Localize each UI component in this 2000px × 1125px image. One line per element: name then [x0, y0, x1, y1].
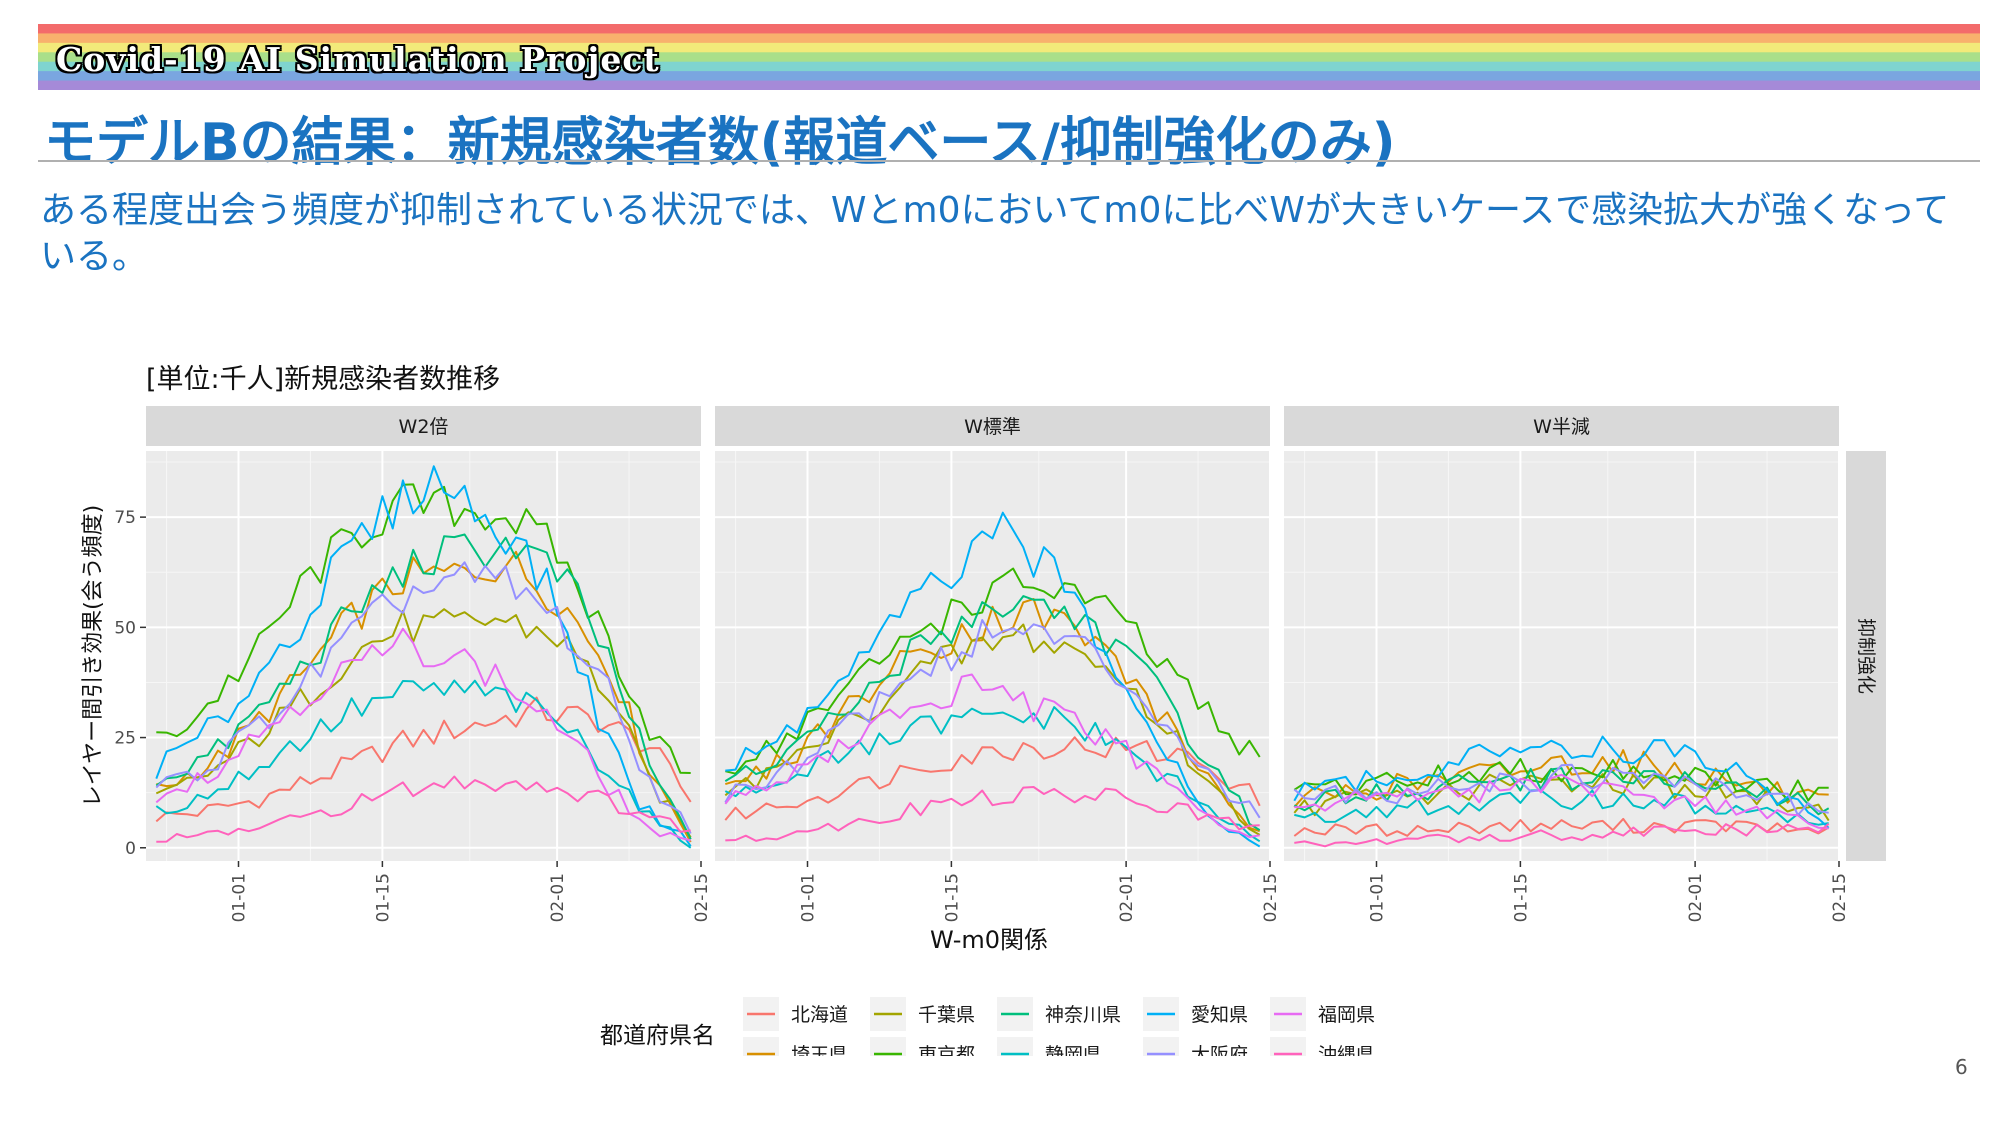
facet-strip-label: W半減	[1533, 416, 1590, 438]
x-tick-label: 01-01	[799, 873, 819, 922]
series-line	[724, 673, 1260, 838]
series-line	[1294, 773, 1829, 830]
x-tick-label: 02-01	[1686, 873, 1706, 922]
x-tick-label: 01-15	[942, 873, 962, 922]
x-tick-label: 02-15	[1261, 873, 1281, 922]
legend-item: 神奈川県	[997, 997, 1121, 1031]
facet-strip-label: W2倍	[399, 416, 449, 438]
series-line	[1293, 757, 1829, 802]
series-line	[724, 623, 1261, 836]
legend-key	[1270, 1037, 1306, 1056]
x-tick-label: 01-01	[1368, 873, 1388, 922]
series-line	[725, 786, 1260, 842]
row-strip-label: 抑制強化	[1855, 618, 1877, 694]
legend-item: 埼玉県	[743, 1037, 848, 1056]
legend-key	[997, 1037, 1033, 1056]
series-line	[725, 511, 1261, 848]
series-line	[724, 619, 1261, 819]
series-line	[1293, 767, 1830, 816]
legend-key	[743, 1037, 779, 1056]
banner-stripe	[38, 42, 1980, 53]
page-number: 6	[1955, 1055, 1968, 1079]
series-line	[724, 706, 1261, 843]
x-tick-label: 02-15	[692, 873, 712, 922]
y-axis-label: レイヤー間引き効果(会う頻度)	[81, 505, 106, 808]
series-line	[155, 561, 692, 834]
banner-stripe	[38, 61, 1980, 72]
banner-stripe	[38, 80, 1980, 90]
y-tick-label: 75	[114, 508, 136, 528]
legend-label: 神奈川県	[1045, 1004, 1121, 1026]
banner-stripe	[38, 33, 1980, 44]
banner-stripe	[38, 71, 1980, 82]
series-line	[156, 483, 691, 774]
legend-item: 東京都	[870, 1037, 975, 1056]
legend-item: 静岡県	[997, 1037, 1102, 1056]
facet-panel: W2倍 01-01 01-15 02-01 02-15 0 25 50 75	[114, 406, 712, 922]
legend-label: 北海道	[791, 1004, 848, 1026]
legend-item: 大阪府	[1143, 1037, 1248, 1056]
series-line	[725, 598, 1261, 833]
y-tick-label: 25	[114, 729, 136, 749]
x-axis-label: W-m0関係	[930, 926, 1048, 954]
series-line	[1293, 763, 1829, 817]
x-tick-label: 02-15	[1830, 873, 1850, 922]
chart-title: [単位:千人]新規感染者数推移	[146, 364, 500, 395]
plot-background	[715, 451, 1270, 861]
y-tick-label: 50	[114, 618, 136, 638]
series-line	[155, 465, 692, 847]
legend-item: 愛知県	[1143, 997, 1248, 1031]
series-line	[156, 775, 691, 843]
x-tick-label: 01-15	[1511, 873, 1531, 922]
legend-item: 北海道	[743, 997, 848, 1031]
facet-panel: W半減 01-01 01-15 02-01 02-15	[1284, 406, 1850, 922]
series-line	[155, 533, 692, 840]
row-strip	[1846, 451, 1886, 861]
banner-stripe	[38, 52, 1980, 63]
y-tick-label: 0	[125, 839, 136, 859]
facet-panel: W標準 01-01 01-15 02-01 02-15	[715, 406, 1281, 922]
series-line	[725, 567, 1261, 775]
project-name: Covid-19 AI Simulation Project	[56, 40, 660, 79]
legend-item: 沖縄県	[1270, 1037, 1375, 1056]
legend-item: 千葉県	[870, 997, 975, 1031]
legend-label: 埼玉県	[791, 1044, 848, 1056]
legend-item: 福岡県	[1270, 997, 1375, 1031]
legend-key	[870, 1037, 906, 1056]
x-tick-label: 01-15	[373, 873, 393, 922]
legend-label: 千葉県	[918, 1004, 975, 1026]
legend-label: 沖縄県	[1318, 1044, 1375, 1056]
rainbow-banner	[38, 24, 1980, 90]
series-line	[1293, 817, 1830, 837]
series-line	[724, 595, 1261, 831]
series-line	[724, 736, 1261, 821]
slide-title: モデルBの結果：新規感染者数(報道ベース/抑制強化のみ)	[44, 113, 1396, 173]
facet-strip	[146, 406, 701, 446]
legend-label: 静岡県	[1045, 1044, 1102, 1056]
x-tick-label: 01-01	[230, 873, 250, 922]
x-tick-label: 02-01	[1117, 873, 1137, 922]
x-tick-label: 02-01	[548, 873, 568, 922]
series-line	[1294, 823, 1830, 848]
series-line	[155, 679, 692, 849]
legend-label: 福岡県	[1318, 1004, 1375, 1026]
legend-key	[1143, 1037, 1179, 1056]
legend-label: 愛知県	[1191, 1004, 1248, 1026]
series-line	[1293, 735, 1830, 829]
title-divider	[38, 160, 1980, 162]
facet-strip	[1284, 406, 1839, 446]
series-line	[1294, 789, 1829, 826]
slide-description: ある程度出会う頻度が抑制されている状況では、Wとm0においてm0に比べWが大きい…	[40, 190, 1950, 277]
legend-label: 東京都	[918, 1044, 975, 1056]
legend-title: 都道府県名	[600, 1023, 715, 1049]
facet-strip-label: W標準	[964, 416, 1021, 438]
series-line	[155, 627, 691, 842]
legend-label: 大阪府	[1191, 1044, 1248, 1056]
facet-strip	[715, 406, 1270, 446]
banner-stripe	[38, 24, 1980, 34]
